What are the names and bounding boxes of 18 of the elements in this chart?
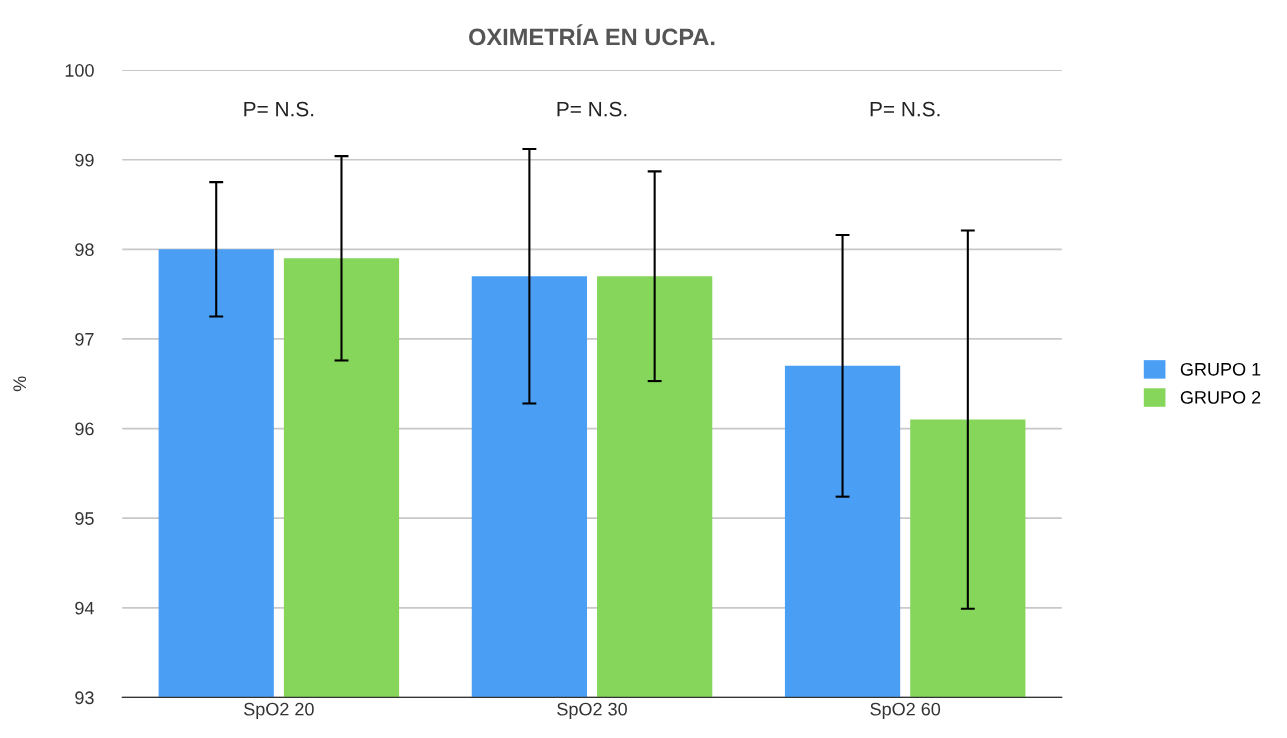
y-tick-label: 96 — [75, 422, 94, 436]
annotation: P= N.S. — [557, 101, 627, 117]
y-tick-label: 97 — [75, 332, 94, 346]
y-tick-label: 98 — [75, 243, 94, 257]
x-tick-label: SpO2 60 — [870, 702, 941, 720]
annotation: P= N.S. — [244, 101, 314, 117]
y-tick-label: 93 — [75, 691, 94, 705]
x-tick-label: SpO2 30 — [557, 702, 627, 720]
y-tick-label: 94 — [75, 601, 94, 615]
x-tick-label: SpO2 20 — [244, 702, 314, 720]
y-axis-title: % — [13, 376, 26, 392]
legend-label: GRUPO 2 — [1180, 391, 1261, 404]
y-tick-label: 100 — [65, 64, 94, 77]
annotation: P= N.S. — [870, 101, 940, 117]
legend-label: GRUPO 1 — [1180, 362, 1261, 376]
chart-title: OXIMETRÍA EN UCPA. — [469, 24, 715, 46]
y-tick-label: 99 — [75, 153, 94, 167]
y-tick-label: 95 — [75, 512, 94, 525]
